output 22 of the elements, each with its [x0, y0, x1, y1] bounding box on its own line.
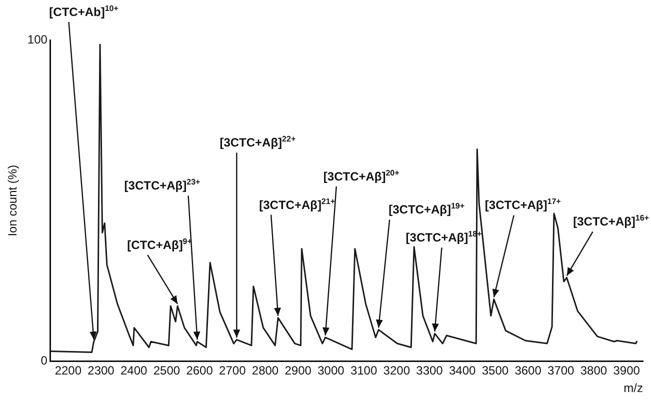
y-tick-label: 0: [40, 354, 48, 368]
x-tick-label: 3900: [613, 364, 640, 378]
x-tick-label: 3500: [482, 364, 509, 378]
x-tick-label: 3800: [580, 364, 608, 378]
x-tick-label: 3100: [350, 364, 378, 378]
x-tick-label: 2800: [252, 364, 279, 378]
x-tick-label: 3000: [318, 364, 345, 378]
x-axis-title: m/z: [624, 381, 643, 396]
x-tick-label: 3200: [383, 364, 410, 378]
x-tick-label: 2200: [54, 364, 82, 378]
x-tick-label: 2700: [219, 364, 246, 378]
x-tick-label: 3400: [448, 364, 476, 378]
x-tick-label: 2900: [284, 364, 312, 378]
x-tick-label: 3300: [416, 364, 444, 378]
x-tick-label: 2600: [186, 364, 214, 378]
x-tick-label: 2500: [153, 364, 180, 378]
x-tick-label: 3700: [548, 364, 575, 378]
y-axis-title: Ion count (%): [6, 164, 20, 236]
x-tick-label: 2300: [88, 364, 115, 378]
x-tick-label: 3600: [514, 364, 542, 378]
x-tick-label: 2400: [120, 364, 148, 378]
y-tick-label: 100: [27, 32, 48, 46]
